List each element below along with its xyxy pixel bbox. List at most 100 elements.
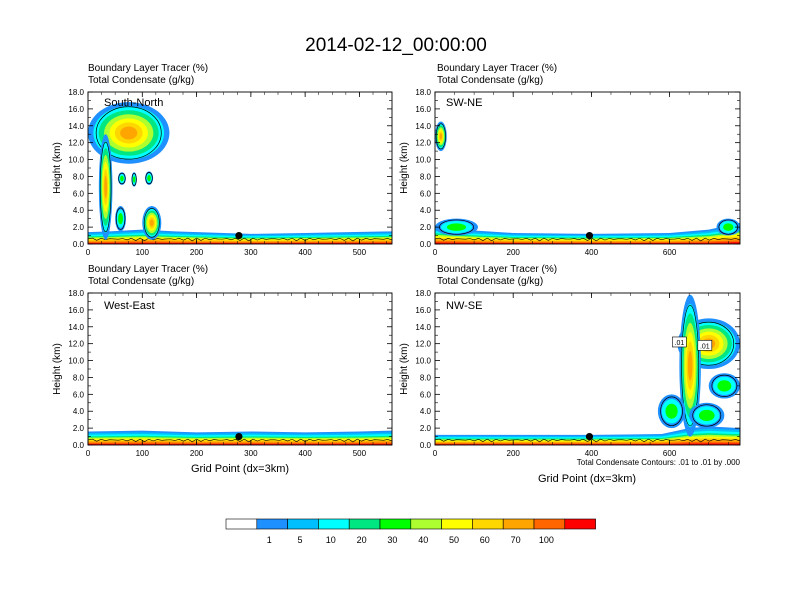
panel-subtitle-line2: Total Condensate (g/kg) (88, 75, 194, 86)
y-tick-label: 0.0 (420, 441, 432, 450)
x-tick-label: 600 (663, 449, 677, 458)
x-axis-label: Grid Point (dx=3km) (538, 473, 636, 485)
x-tick-label: 400 (585, 248, 599, 257)
panel-name: NW-SE (446, 300, 482, 312)
blob-ring (104, 175, 108, 199)
panel-sw-ne: Boundary Layer Tracer (%) Total Condensa… (399, 63, 741, 257)
condensate-contour (115, 207, 126, 230)
y-tick-label: 2.0 (73, 223, 85, 232)
blob-ring (132, 176, 136, 183)
panel-south-north: Boundary Layer Tracer (%) Total Condensa… (52, 63, 393, 257)
y-tick-label: 16.0 (68, 105, 84, 114)
field (435, 294, 740, 445)
x-tick-label: 0 (433, 449, 438, 458)
condensate-blob (145, 171, 154, 185)
colorbar-label: 1 (267, 535, 272, 545)
panel-subtitle-line1: Boundary Layer Tracer (%) (437, 63, 557, 74)
panel-subtitle-line2: Total Condensate (g/kg) (437, 276, 543, 287)
colorbar-swatch (379, 518, 412, 530)
condensate-blob (142, 206, 162, 240)
condensate-contour (131, 172, 137, 186)
blob-ring (698, 409, 715, 422)
condensate-contour (711, 374, 738, 398)
surface-contour (435, 237, 740, 242)
y-tick-label: 10.0 (68, 357, 84, 366)
blob-ring (665, 403, 678, 419)
blob-ring (120, 175, 124, 182)
plot-frame (434, 91, 741, 245)
blob-ring (439, 133, 443, 140)
x-tick-label: 500 (353, 248, 367, 257)
plot-area: .01 .01 0.0 2.0 4.0 6.0 8.0 10.0 12.0 14.0 16.0 18.… (415, 289, 741, 458)
condensate-contour (145, 172, 153, 185)
colorbar-label: 50 (449, 535, 459, 545)
colorbar-label: 60 (480, 535, 490, 545)
y-tick-label: 6.0 (420, 189, 432, 198)
y-tick-label: 2.0 (420, 424, 432, 433)
panel-subtitle-line2: Total Condensate (g/kg) (437, 75, 543, 86)
y-tick-label: 4.0 (73, 206, 85, 215)
condensate-blob (716, 218, 740, 236)
condensate-blob (88, 102, 170, 164)
x-tick-label: 300 (244, 449, 258, 458)
colorbar-label: 5 (297, 535, 302, 545)
field (435, 121, 740, 244)
y-tick-label: 14.0 (68, 323, 84, 332)
y-tick-label: 12.0 (68, 340, 84, 349)
x-tick-label: 0 (86, 248, 91, 257)
y-tick-label: 6.0 (73, 390, 85, 399)
panel-subtitle-line1: Boundary Layer Tracer (%) (88, 264, 208, 275)
surface-point (585, 231, 594, 240)
y-tick-label: 14.0 (415, 122, 431, 131)
panel-subtitle-line1: Boundary Layer Tracer (%) (88, 63, 208, 74)
condensate-contour (692, 404, 722, 427)
y-tick-label: 10.0 (415, 357, 431, 366)
y-tick-label: 2.0 (73, 424, 85, 433)
panel-subtitle-line2: Total Condensate (g/kg) (88, 276, 194, 287)
y-tick-label: 10.0 (68, 156, 84, 165)
y-tick-label: 8.0 (73, 172, 85, 181)
y-tick-label: 0.0 (73, 441, 85, 450)
colorbar-swatch (533, 518, 566, 530)
y-tick-label: 8.0 (73, 373, 85, 382)
panel-name: West-East (104, 300, 155, 312)
plot-area: 0.0 2.0 4.0 6.0 8.0 10.0 12.0 14.0 16.0 18.0 0 100 2… (68, 289, 393, 458)
y-tick-label: 4.0 (420, 206, 432, 215)
surface-point (585, 432, 594, 441)
condensate-blob (98, 134, 113, 240)
y-tick-label: 12.0 (415, 340, 431, 349)
y-tick-label: 14.0 (68, 122, 84, 131)
condensate-blob (435, 121, 447, 152)
blob-ring (717, 380, 732, 392)
condensate-contour (99, 141, 112, 233)
y-tick-label: 18.0 (415, 289, 431, 298)
colorbar-swatch (502, 518, 535, 530)
condensate-blob (131, 172, 137, 187)
plot-area: 0.0 2.0 4.0 6.0 8.0 10.0 12.0 14.0 16.0 18.0 0 100 2… (68, 88, 393, 257)
plot-area: 0.0 2.0 4.0 6.0 8.0 10.0 12.0 14.0 16.0 18.0 0 200 4… (415, 88, 741, 257)
y-tick-label: 2.0 (420, 223, 432, 232)
field (88, 102, 392, 244)
x-tick-label: 0 (433, 248, 438, 257)
y-tick-label: 18.0 (415, 88, 431, 97)
x-tick-label: 400 (298, 449, 312, 458)
y-tick-label: 6.0 (73, 189, 85, 198)
colorbar-swatch (472, 518, 504, 530)
colorbar: 1 5 10 20 30 40 50 60 70 100 (225, 518, 596, 545)
y-tick-label: 4.0 (420, 407, 432, 416)
panel-name: South-North (104, 97, 163, 109)
y-tick-label: 0.0 (73, 240, 85, 249)
x-tick-label: 400 (298, 248, 312, 257)
colorbar-swatch (441, 518, 473, 530)
condensate-contour (660, 396, 683, 426)
colorbar-swatch (318, 518, 350, 530)
x-tick-label: 200 (507, 449, 521, 458)
y-tick-label: 12.0 (415, 139, 431, 148)
y-tick-label: 4.0 (73, 407, 85, 416)
colorbar-label: 100 (539, 535, 554, 545)
colorbar-swatch (410, 518, 442, 530)
x-tick-label: 300 (244, 248, 258, 257)
blob-ring (687, 350, 693, 381)
y-axis-label: Height (km) (399, 343, 410, 395)
